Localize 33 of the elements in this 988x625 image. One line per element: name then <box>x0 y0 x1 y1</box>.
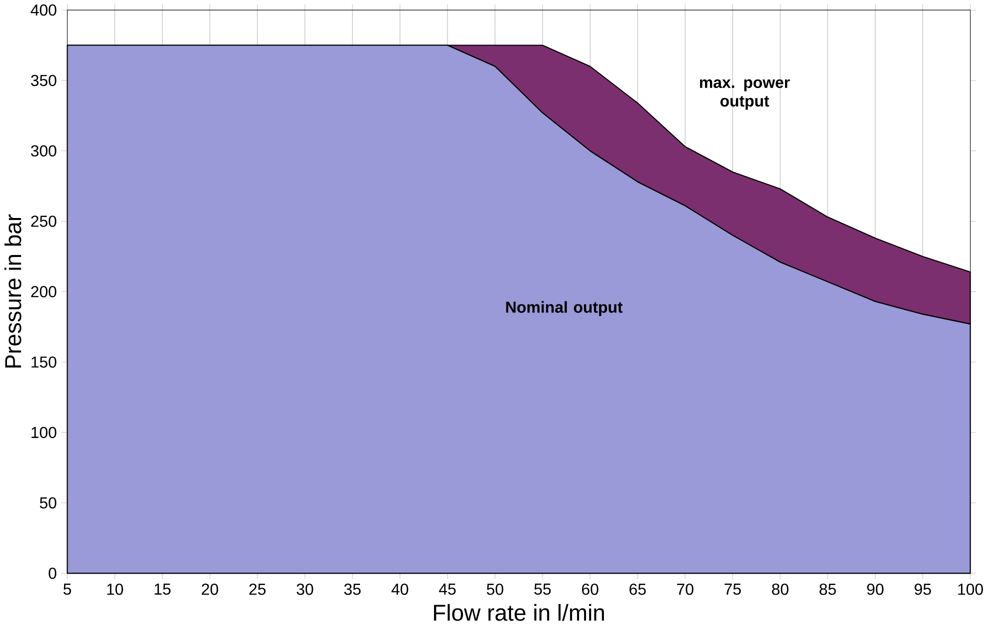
annotation: max. power output <box>700 79 790 110</box>
x-tick-label: 5 <box>64 584 72 595</box>
y-tick-label: 200 <box>31 286 56 298</box>
x-tick-label: 15 <box>154 584 171 595</box>
y-tick-label: 50 <box>40 497 56 508</box>
x-tick-label: 50 <box>486 584 504 595</box>
y-tick-label: 350 <box>30 74 56 86</box>
x-tick-label: 95 <box>914 584 931 595</box>
x-tick-label: 75 <box>724 584 741 595</box>
x-tick-label: 25 <box>249 584 266 595</box>
x-tick-label: 30 <box>296 584 314 595</box>
y-tick-label: 400 <box>30 4 56 16</box>
x-tick-label: 35 <box>344 584 361 595</box>
x-axis-title: Flow rate in l/min <box>434 604 604 621</box>
y-axis-title: Pressure in bar <box>4 214 22 368</box>
y-tick-label: 150 <box>32 356 56 368</box>
y-tick-label: 100 <box>32 426 56 438</box>
x-tick-label: 45 <box>439 584 456 595</box>
x-tick-label: 90 <box>867 584 884 595</box>
y-tick-label: 0 <box>48 568 56 579</box>
x-tick-label: 100 <box>958 584 983 595</box>
x-tick-label: 40 <box>392 584 408 595</box>
x-tick-label: 65 <box>630 584 646 595</box>
x-tick-label: 20 <box>202 584 218 595</box>
annotation: Nominal output <box>506 301 623 316</box>
y-tick-label: 300 <box>30 145 56 156</box>
x-tick-label: 60 <box>582 584 598 595</box>
x-tick-label: 80 <box>772 584 788 595</box>
y-tick-label: 250 <box>31 216 56 227</box>
x-tick-label: 85 <box>820 584 836 595</box>
x-tick-label: 55 <box>534 584 551 595</box>
x-tick-label: 70 <box>677 584 694 595</box>
x-tick-label: 10 <box>107 584 124 595</box>
